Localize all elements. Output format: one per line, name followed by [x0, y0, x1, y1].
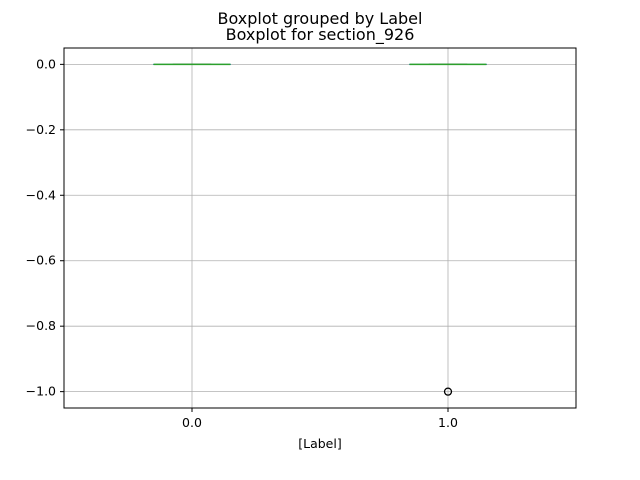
- chart-suptitle: Boxplot grouped by Label: [218, 9, 423, 28]
- plot-area: 0.0 −0.2 −0.4 −0.6 −0.8 −1.0 0.0 1.0: [26, 47, 577, 430]
- axes-frame: [63, 47, 577, 409]
- chart-title: Boxplot for section_926: [226, 25, 415, 45]
- outlier-point: [443, 387, 453, 396]
- y-tick-label: −0.6: [26, 253, 56, 268]
- x-axis-label: [Label]: [298, 436, 341, 451]
- x-tick-label: 0.0: [182, 415, 202, 430]
- y-tick-label: −0.2: [26, 122, 56, 137]
- y-tick-label: −0.8: [26, 318, 56, 333]
- y-tick-label: −0.4: [26, 187, 56, 202]
- x-tick-label: 1.0: [438, 415, 458, 430]
- y-tick-label: −1.0: [26, 384, 56, 399]
- y-tick-label: 0.0: [36, 56, 56, 71]
